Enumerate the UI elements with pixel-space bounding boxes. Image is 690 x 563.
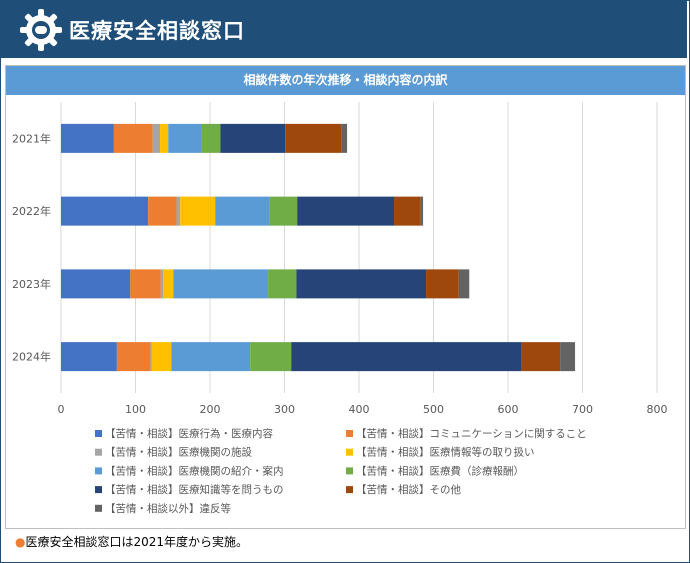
footnote: ●医療安全相談窓口は2021年度から実施。 <box>15 533 248 550</box>
header-bar: 医療安全相談窓口 <box>1 1 687 58</box>
bar-segment <box>458 269 470 299</box>
bar-segment <box>521 342 561 372</box>
x-tick-label: 600 <box>498 403 519 416</box>
bar-segment <box>341 123 348 153</box>
legend-swatch <box>346 430 353 437</box>
bar-segment <box>148 196 177 226</box>
bar-segment <box>215 196 270 226</box>
legend-label: 【苦情・相談】医療情報等の取り扱い <box>356 446 535 459</box>
legend-swatch <box>95 430 102 437</box>
y-category-label: 2024年 <box>12 350 51 364</box>
legend-swatch <box>95 467 102 475</box>
x-tick-label: 100 <box>125 403 146 416</box>
legend-label: 【苦情・相談】医療費（診療報酬） <box>356 464 524 477</box>
legend-swatch <box>346 467 353 475</box>
bar-segment <box>180 196 216 226</box>
chart-panel: 相談件数の年次推移・相談内容の内訳 0 100 200 300 400 500 600 700… <box>5 65 686 529</box>
legend-swatch <box>346 486 353 494</box>
bar-segment <box>394 196 421 226</box>
bar-segment <box>160 123 169 153</box>
bar-segment <box>426 269 459 299</box>
bar-segment <box>560 342 576 372</box>
x-tick-label: 0 <box>58 403 65 416</box>
bar-segment <box>151 342 172 372</box>
y-category-label: 2022年 <box>12 204 51 218</box>
bar-segment <box>152 123 161 153</box>
bar-segment <box>61 196 149 226</box>
bar-segment <box>201 123 221 153</box>
x-tick-label: 300 <box>274 403 295 416</box>
bar-segment <box>296 269 427 299</box>
x-tick-label: 200 <box>200 403 221 416</box>
bar-segment <box>220 123 286 153</box>
bar-segment <box>168 123 202 153</box>
bar-segment <box>61 269 131 299</box>
bar-segment <box>160 269 164 299</box>
legend-swatch <box>95 486 102 494</box>
legend-label: 【苦情・相談】コミュニケーションに関すること <box>356 427 587 440</box>
legend-swatch <box>95 504 102 512</box>
legend-label: 【苦情・相談】医療機関の紹介・案内 <box>105 464 284 477</box>
bar-segment <box>285 123 342 153</box>
footnote-text: 医療安全相談窓口は2021年度から実施。 <box>25 535 249 549</box>
bar-segment <box>61 123 114 153</box>
bar-segment <box>150 342 152 372</box>
legend-swatch <box>346 448 353 456</box>
bar-segment <box>297 196 395 226</box>
x-tick-label: 400 <box>349 403 370 416</box>
x-tick-label: 800 <box>647 403 668 416</box>
bar-segment <box>291 342 522 372</box>
y-category-label: 2021年 <box>12 131 51 145</box>
legend-swatch <box>95 448 102 456</box>
bar-segment <box>130 269 161 299</box>
chart-title: 相談件数の年次推移・相談内容の内訳 <box>6 66 685 95</box>
legend-label: 【苦情・相談】医療行為・医療内容 <box>105 427 273 440</box>
bar-segment <box>173 269 269 299</box>
legend-label: 【苦情・相談】医療機関の施設 <box>105 446 252 459</box>
legend-label: 【苦情・相談】その他 <box>356 483 461 496</box>
stacked-bar-chart: 0 100 200 300 400 500 600 700 800 2021年 2022年 2023年… <box>12 102 668 515</box>
bar-segment <box>176 196 181 226</box>
legend-label: 【苦情・相談】医療知識等を問うもの <box>105 483 284 496</box>
logo-icon <box>20 9 62 51</box>
x-tick-label: 700 <box>572 403 593 416</box>
bar-segment <box>113 123 153 153</box>
y-category-label: 2023年 <box>12 277 51 291</box>
bar-segment <box>420 196 424 226</box>
bar-segment <box>269 196 298 226</box>
bar-segment <box>171 342 251 372</box>
bar-segment <box>116 342 151 372</box>
bar-segment <box>250 342 292 372</box>
bar-segment <box>163 269 174 299</box>
page-title: 医療安全相談窓口 <box>69 19 245 43</box>
bar-segment <box>61 342 117 372</box>
legend-label: 【苦情・相談以外】違反等 <box>105 502 231 515</box>
bar-segment <box>268 269 297 299</box>
bullet-dot-icon: ● <box>15 535 26 549</box>
x-tick-label: 500 <box>423 403 444 416</box>
